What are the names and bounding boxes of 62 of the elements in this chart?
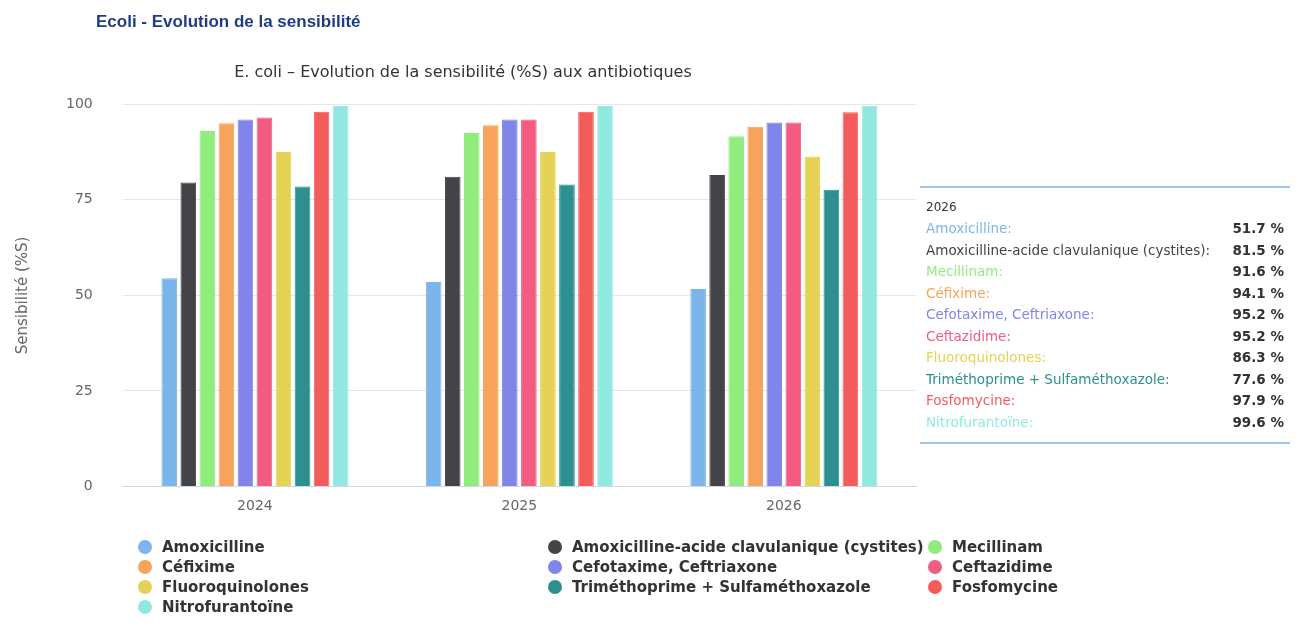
text: Céfixime: 94.1 % [926,284,1284,301]
bar [597,106,613,487]
bar [842,112,859,487]
bar [709,174,725,487]
bar [161,278,178,487]
bar [861,105,878,487]
legend-label: Triméthoprime + Sulfaméthoxazole [572,578,871,596]
legend-label: Amoxicilline [162,538,265,556]
bar [766,122,783,487]
x-tick-label: 2026 [765,496,802,513]
legend-label: Cefotaxime, Ceftriaxone [572,558,778,576]
bar [218,123,235,487]
bar [444,176,461,487]
text: Fluoroquinolones: 86.3 % [926,349,1284,365]
legend-label: Mecillinam [952,538,1043,556]
bar [540,152,556,487]
bar [747,126,764,487]
bar [521,119,537,487]
bar [690,288,706,487]
text: Nitrofurantoïne: 99.6 % [926,413,1284,430]
bar [578,111,594,487]
bar [313,111,330,487]
y-axis-title: Sensibilité (%S) [12,236,31,355]
bar [463,132,480,487]
y-tick-label: 50 [74,286,93,303]
y-tick-label: 75 [74,190,93,207]
bar [425,282,442,487]
legend-label: Fluoroquinolones [162,578,309,596]
bar [785,122,802,487]
text: Cefotaxime, Ceftriaxone: 95.2 % [926,306,1284,322]
text: 2026 [926,200,958,214]
bar [502,119,518,487]
text: Ceftazidime: 95.2 % [926,327,1284,344]
x-tick-label: 2025 [501,496,538,513]
legend-label: Nitrofurantoïne [162,598,294,616]
chart-title: E. coli – Evolution de la sensibilité (%S) aux antibiotiques [234,61,692,81]
legend-label: Ceftazidime [952,558,1053,576]
bar [332,106,349,487]
text: Triméthoprime + Sulfaméthoxazole: 77.6 % [926,370,1284,387]
y-tick-label: 100 [65,94,93,111]
bar [559,184,575,487]
bar [199,130,216,487]
bar [256,117,273,487]
bar [804,156,821,487]
bar [728,136,744,487]
legend-label: Fosfomycine [952,578,1058,596]
legend-label: Céfixime [162,558,235,576]
legend-label: Amoxicilline-acide clavulanique (cystites) [572,538,924,556]
y-tick-label: 25 [74,381,93,398]
bar [180,182,197,487]
x-tick-label: 2024 [237,496,273,513]
text: Fosfomycine: 97.9 % [926,392,1284,408]
text: Mecillinam: 91.6 % [926,263,1284,279]
bar [823,189,840,487]
chart-subtitle: Ecoli - Evolution de la sensibilité [96,12,361,32]
bar [294,186,311,487]
bar [275,152,292,487]
text: Amoxicilline: 51.7 % [926,220,1284,236]
y-tick-label: 0 [83,477,93,494]
bar [237,119,254,487]
bar [483,125,499,487]
text: Amoxicilline-acide clavulanique (cystites): 81.5 % [926,241,1284,258]
